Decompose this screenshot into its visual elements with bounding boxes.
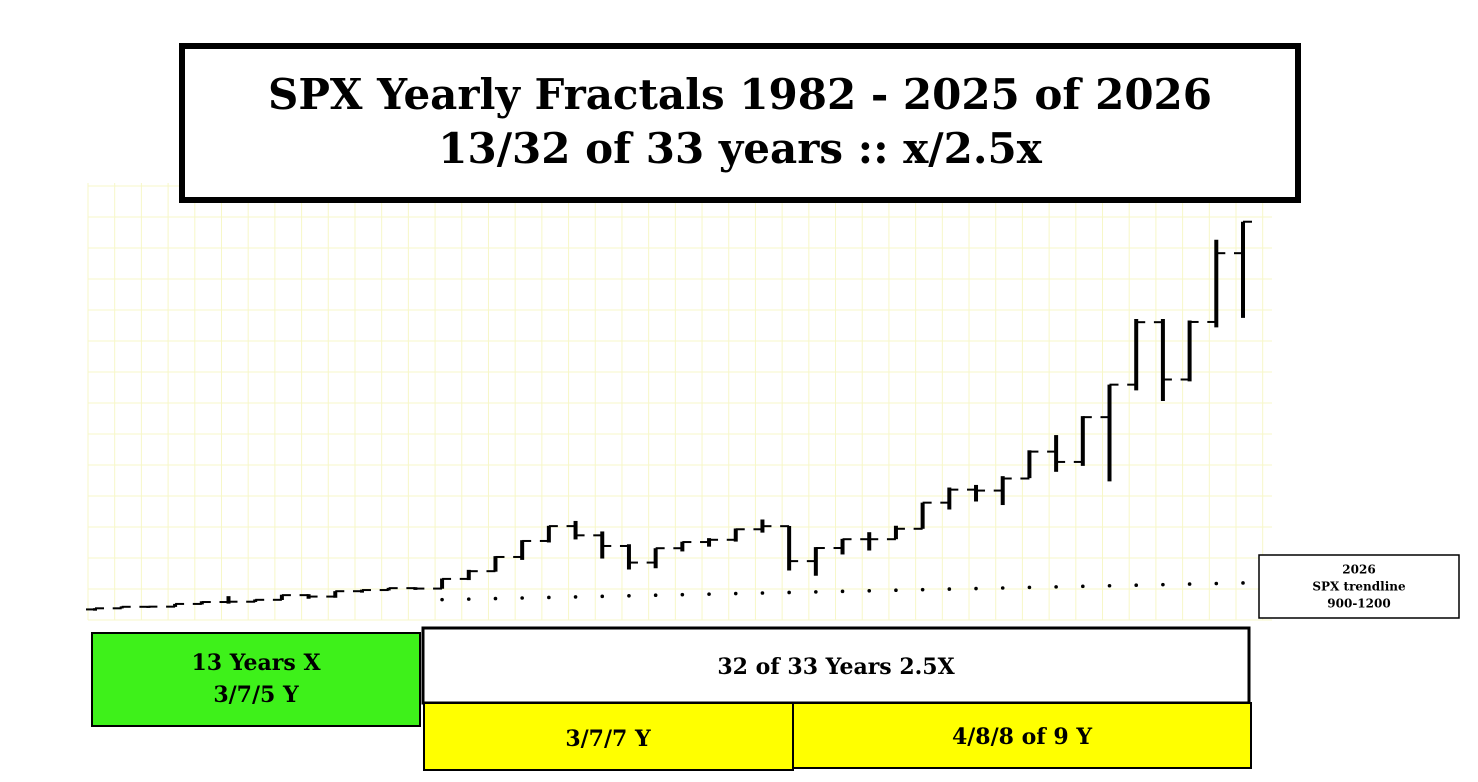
trend-dot <box>1054 585 1058 589</box>
trend-dot <box>840 589 845 594</box>
trend-dot <box>653 593 658 598</box>
title-box <box>179 43 1301 203</box>
trend-dot <box>1000 586 1005 590</box>
trend-dot <box>1187 582 1192 586</box>
trend-dot <box>1241 581 1245 585</box>
green-box-line: 3/7/5 Y <box>213 682 299 708</box>
trend-year: 2026 <box>1342 563 1375 577</box>
trend-dot <box>707 592 711 596</box>
trend-dot <box>947 587 952 591</box>
trend-dot <box>1107 583 1112 588</box>
green-box-line: 13 Years X <box>191 650 321 676</box>
trend-dot <box>520 596 524 600</box>
trend-dot <box>440 597 444 602</box>
trend-range: 900-1200 <box>1327 597 1390 611</box>
trend-dot <box>1214 581 1219 586</box>
trend-dot <box>1161 582 1165 587</box>
trend-dot <box>627 593 631 598</box>
trend-box <box>1258 554 1460 619</box>
white-box-text: 32 of 33 Years 2.5X <box>717 654 955 680</box>
trend-dot <box>1134 583 1139 588</box>
trend-dot <box>814 590 818 594</box>
trend-dot <box>573 595 578 599</box>
trend-dot <box>1027 585 1032 590</box>
trend-dot <box>1081 584 1085 589</box>
yellow-box-text: 3/7/7 Y <box>565 726 651 752</box>
chart-subtitle: 13/32 of 33 years :: x/2.5x <box>438 124 1042 173</box>
trend-dot <box>733 591 738 596</box>
grid <box>87 183 1272 621</box>
chart-title: SPX Yearly Fractals 1982 - 2025 of 2026 <box>268 70 1212 119</box>
trend-dot <box>920 587 925 592</box>
yellow-box-text: 4/8/8 of 9 Y <box>952 724 1092 750</box>
trend-dot <box>867 588 872 593</box>
trend-dot <box>974 586 978 591</box>
trend-dot <box>760 591 765 595</box>
trend-dot <box>894 588 898 593</box>
trend-dot <box>787 590 791 595</box>
trend-dot <box>466 597 471 601</box>
trend-label: SPX trendline <box>1312 580 1406 594</box>
yellow-box <box>792 702 1252 769</box>
trend-dot <box>547 595 551 600</box>
trend-dot <box>493 596 498 601</box>
green-box <box>91 632 421 727</box>
trend-dot <box>600 594 605 599</box>
trend-dot <box>680 592 685 597</box>
yellow-box <box>423 702 794 771</box>
